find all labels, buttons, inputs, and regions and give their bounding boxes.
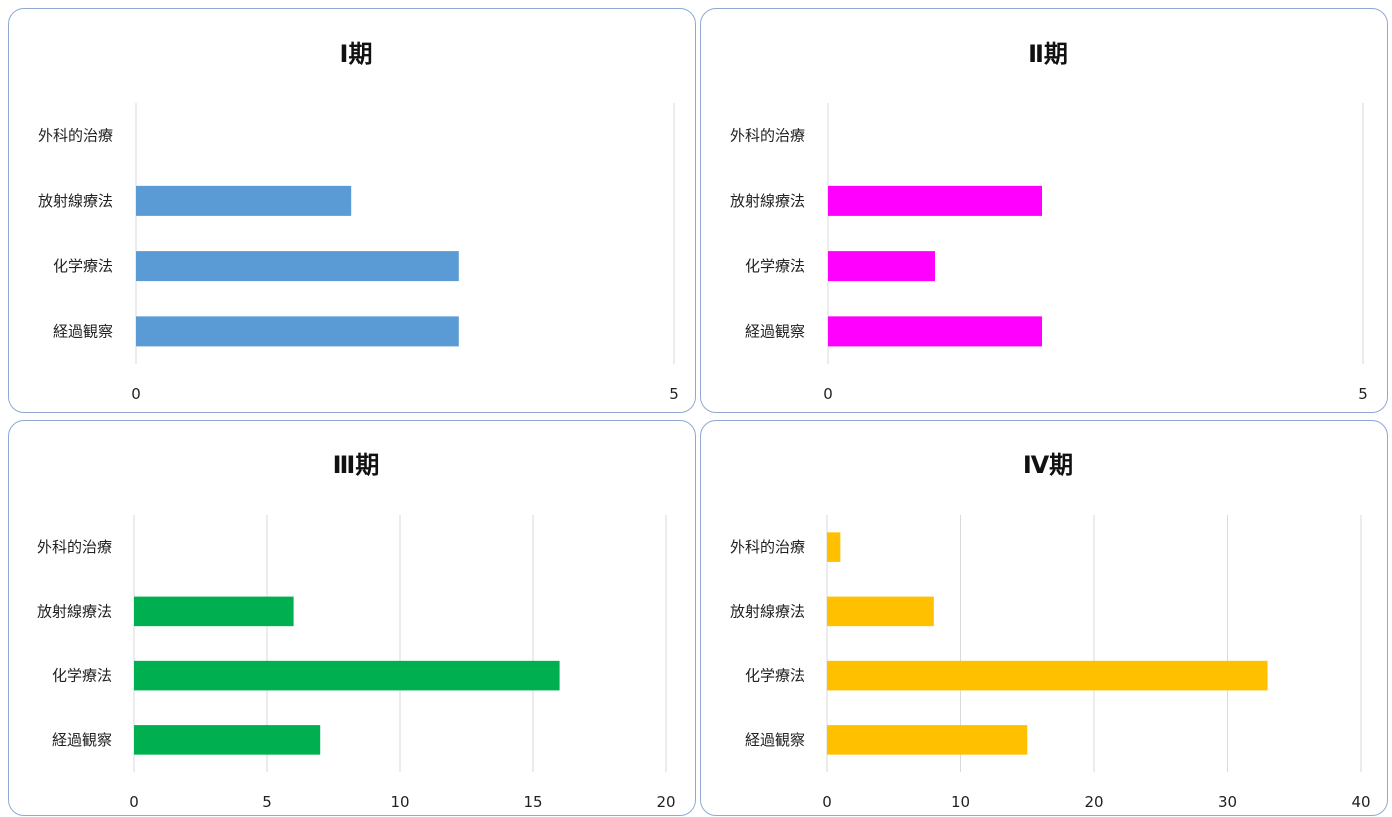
bar (828, 185, 1042, 216)
chart-title: Ⅲ期 (333, 451, 380, 479)
bar (136, 251, 459, 282)
x-tick-label: 0 (823, 385, 833, 403)
x-tick-label: 10 (390, 793, 409, 811)
x-tick-label: 5 (1358, 385, 1368, 403)
bar (827, 596, 934, 627)
category-label: 外科的治療 (37, 538, 112, 556)
bar (136, 316, 459, 347)
chart-title: Ⅱ期 (1028, 40, 1068, 68)
chart-title: Ⅰ期 (340, 40, 373, 68)
bar (827, 532, 841, 562)
x-tick-label: 10 (951, 793, 970, 811)
category-label: 経過観察 (53, 322, 113, 340)
x-tick-label: 5 (262, 793, 272, 811)
category-label: 経過観察 (52, 731, 112, 749)
bar (827, 725, 1028, 755)
category-label: 経過観察 (745, 731, 805, 749)
category-label: 放射線療法 (38, 192, 113, 210)
category-label: 放射線療法 (730, 192, 805, 210)
x-tick-label: 30 (1218, 793, 1237, 811)
x-tick-label: 0 (822, 793, 832, 811)
category-label: 化学療法 (52, 667, 112, 685)
category-label: 放射線療法 (730, 602, 805, 620)
category-label: 外科的治療 (730, 538, 805, 556)
category-label: 外科的治療 (730, 127, 805, 145)
bar (134, 725, 321, 755)
x-tick-label: 15 (523, 793, 542, 811)
category-label: 化学療法 (745, 257, 805, 275)
category-label: 化学療法 (745, 667, 805, 685)
bar (828, 251, 935, 282)
chart-title: Ⅳ期 (1023, 451, 1073, 479)
chart-panel-stage-2: Ⅱ期 0 5 外科的治療放射線療法化学療法経過観察 (700, 8, 1388, 413)
category-label: 外科的治療 (38, 127, 113, 145)
bar (136, 185, 352, 216)
x-tick-label: 0 (129, 793, 139, 811)
bar (828, 316, 1042, 347)
bar (134, 596, 294, 627)
category-label: 化学療法 (53, 257, 113, 275)
x-tick-label: 20 (1084, 793, 1103, 811)
category-label: 経過観察 (745, 322, 805, 340)
x-tick-label: 40 (1351, 793, 1370, 811)
chart-panel-stage-3: Ⅲ期 0 5 10 15 20 外科的治療放射線療法化学療法経過観察 (8, 420, 696, 816)
bar (827, 660, 1268, 691)
bar (134, 660, 560, 691)
x-tick-label: 0 (131, 385, 141, 403)
chart-panel-stage-1: Ⅰ期 0 5 外科的治療放射線療法化学療法経過観察 (8, 8, 696, 413)
x-tick-label: 20 (656, 793, 675, 811)
chart-panel-stage-4: Ⅳ期 0 10 20 30 40 外科的治療放射線療法化学療法経過観察 (700, 420, 1388, 816)
x-tick-label: 5 (669, 385, 679, 403)
category-label: 放射線療法 (37, 602, 112, 620)
